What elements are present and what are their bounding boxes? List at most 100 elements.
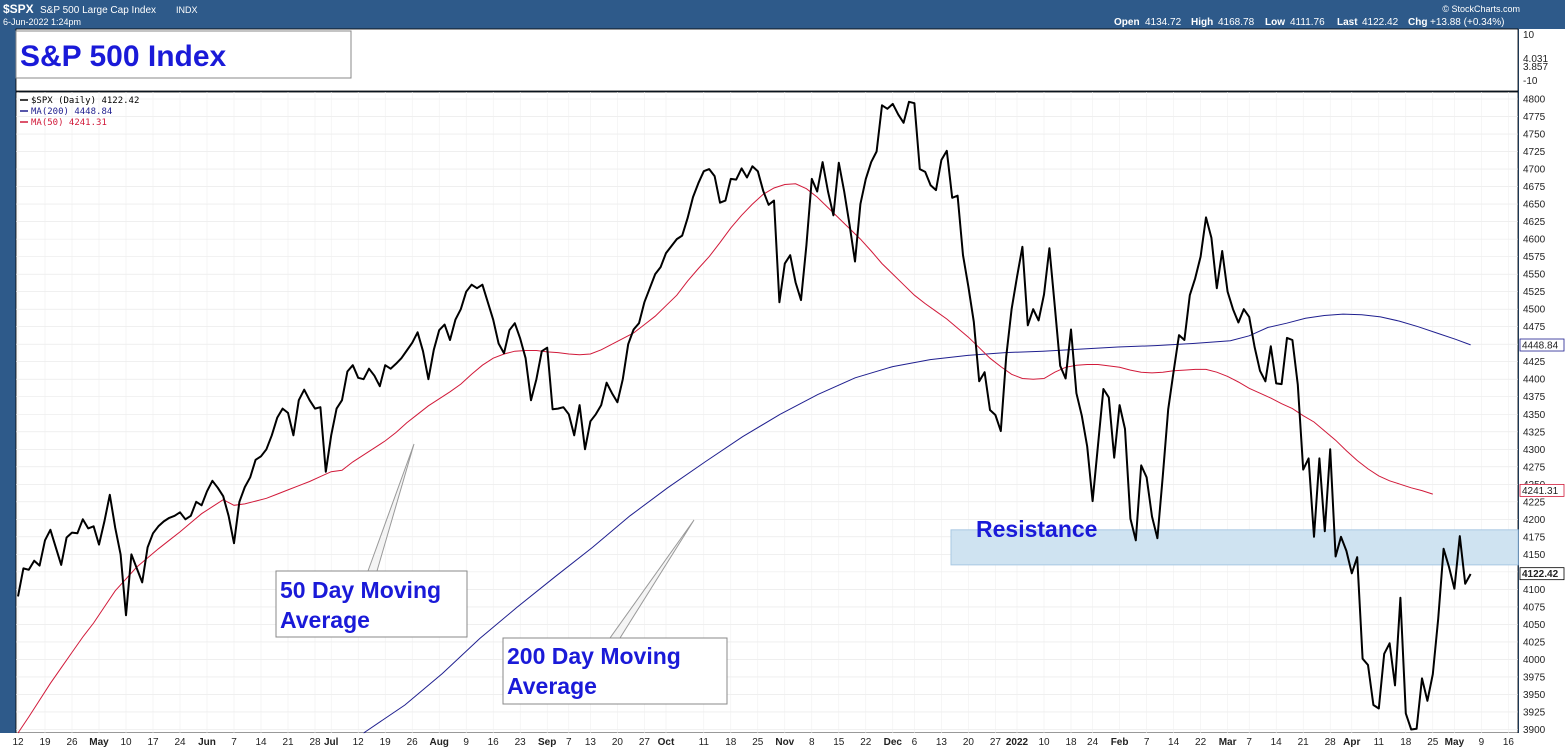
indicator-tick-top: 10 (1523, 30, 1535, 41)
price-tags: 4448.84 4241.31 4122.42 (1519, 338, 1565, 581)
x-tick-label: 21 (282, 737, 294, 748)
legend-ma200: MA(200) 4448.84 (31, 107, 112, 117)
ohlc-readout: Open 4134.72 High 4168.78 Low 4111.76 La… (1114, 17, 1505, 28)
x-tick-label: 17 (147, 737, 159, 748)
price-tag-last: 4122.42 (1522, 569, 1559, 580)
last-value: 4122.42 (1362, 17, 1399, 28)
x-tick-label: 2022 (1006, 737, 1029, 748)
y-tick-label: 4050 (1523, 620, 1546, 631)
right-axis-strip (1519, 29, 1565, 733)
high-value: 4168.78 (1218, 17, 1255, 28)
legend-spx: $SPX (Daily) 4122.42 (31, 96, 139, 106)
y-tick-label: 4375 (1523, 392, 1546, 403)
x-tick-label: 13 (585, 737, 597, 748)
y-tick-label: 4075 (1523, 602, 1546, 613)
x-tick-label: 22 (860, 737, 872, 748)
x-tick-label: 22 (1195, 737, 1207, 748)
y-tick-label: 4600 (1523, 235, 1546, 246)
open-label: Open (1114, 17, 1140, 28)
bottom-axis-strip (0, 733, 1565, 749)
x-tick-label: 27 (990, 737, 1002, 748)
x-tick-label: Mar (1219, 737, 1237, 748)
indicator-tick-bottom: -10 (1523, 76, 1538, 87)
y-tick-label: 4725 (1523, 147, 1546, 158)
y-tick-label: 3925 (1523, 707, 1546, 718)
x-tick-label: 7 (566, 737, 572, 748)
y-tick-label: 4575 (1523, 252, 1546, 263)
indicator-value-a: 4.031 (1523, 54, 1548, 65)
x-tick-label: 10 (1038, 737, 1050, 748)
open-value: 4134.72 (1145, 17, 1182, 28)
high-label: High (1191, 17, 1213, 28)
x-tick-label: 16 (1503, 737, 1515, 748)
ma50-callout-line2: Average (280, 607, 370, 633)
y-tick-label: 4775 (1523, 112, 1546, 123)
x-tick-label: 27 (639, 737, 651, 748)
x-tick-label: 14 (1168, 737, 1180, 748)
x-tick-label: Dec (884, 737, 903, 748)
y-tick-label: 3900 (1523, 725, 1546, 736)
chg-label: Chg (1408, 17, 1427, 28)
x-tick-label: 20 (963, 737, 975, 748)
x-tick-label: 26 (66, 737, 78, 748)
header-date: 6-Jun-2022 1:24pm (3, 17, 81, 27)
x-tick-label: 20 (612, 737, 624, 748)
x-tick-label: 7 (231, 737, 237, 748)
y-tick-label: 4550 (1523, 270, 1546, 281)
x-tick-label: 6 (912, 737, 918, 748)
header-credit: © StockCharts.com (1442, 4, 1520, 14)
x-tick-label: 24 (1087, 737, 1099, 748)
x-tick-label: Aug (429, 737, 448, 748)
ma50-line (17, 183, 1433, 734)
x-tick-label: 7 (1144, 737, 1150, 748)
y-tick-label: 4400 (1523, 375, 1546, 386)
x-tick-label: Jun (198, 737, 216, 748)
ma200-line (363, 313, 1471, 734)
x-tick-label: 12 (12, 737, 24, 748)
y-tick-label: 4750 (1523, 130, 1546, 141)
resistance-label: Resistance (976, 516, 1097, 542)
price-tag-last-box (1519, 567, 1565, 581)
x-tick-label: Sep (538, 737, 556, 748)
x-tick-label: 18 (1065, 737, 1077, 748)
x-tick-label: Nov (775, 737, 794, 748)
x-tick-label: 19 (380, 737, 392, 748)
last-label: Last (1337, 17, 1358, 28)
y-tick-label: 4000 (1523, 655, 1546, 666)
x-tick-label: 9 (463, 737, 469, 748)
x-tick-label: 11 (1374, 737, 1385, 748)
y-tick-label: 4625 (1523, 217, 1546, 228)
x-tick-label: 10 (120, 737, 132, 748)
price-tag-ma200: 4448.84 (1522, 341, 1559, 352)
y-tick-label: 4275 (1523, 462, 1546, 473)
y-tick-label: 4675 (1523, 182, 1546, 193)
ma50-callout-box (275, 570, 468, 638)
indicator-axis: 10 -10 4.031 3.857 (1523, 30, 1548, 87)
x-tick-label: 18 (1400, 737, 1412, 748)
y-tick-label: 4800 (1523, 95, 1546, 106)
indicator-value-b: 3.857 (1523, 62, 1548, 73)
x-tick-label: 9 (1479, 737, 1485, 748)
x-tick-label: 28 (309, 737, 321, 748)
price-panel (15, 91, 1519, 734)
y-tick-label: 4025 (1523, 637, 1546, 648)
y-tick-label: 4200 (1523, 515, 1546, 526)
x-tick-label: 26 (407, 737, 419, 748)
ma200-callout-line2: Average (507, 673, 597, 699)
y-tick-label: 4350 (1523, 410, 1546, 421)
y-tick-label: 4500 (1523, 305, 1546, 316)
y-tick-label: 3950 (1523, 690, 1546, 701)
x-tick-label: 7 (1246, 737, 1252, 748)
price-tag-ma50-box (1519, 483, 1565, 497)
x-tick-label: 25 (752, 737, 764, 748)
x-axis: 12 19 26 May 10 17 24 Jun 7 14 21 28 Jul 12 19 26 Aug 9 16… (12, 737, 1514, 748)
x-tick-label: 14 (1271, 737, 1283, 748)
y-tick-label: 4650 (1523, 200, 1546, 211)
title-box (15, 30, 352, 79)
x-tick-label: 21 (1298, 737, 1310, 748)
legend-ma50: MA(50) 4241.31 (31, 118, 107, 128)
y-tick-label: 4700 (1523, 165, 1546, 176)
ma200-callout-box (502, 637, 728, 705)
x-tick-label: Apr (1343, 737, 1360, 748)
